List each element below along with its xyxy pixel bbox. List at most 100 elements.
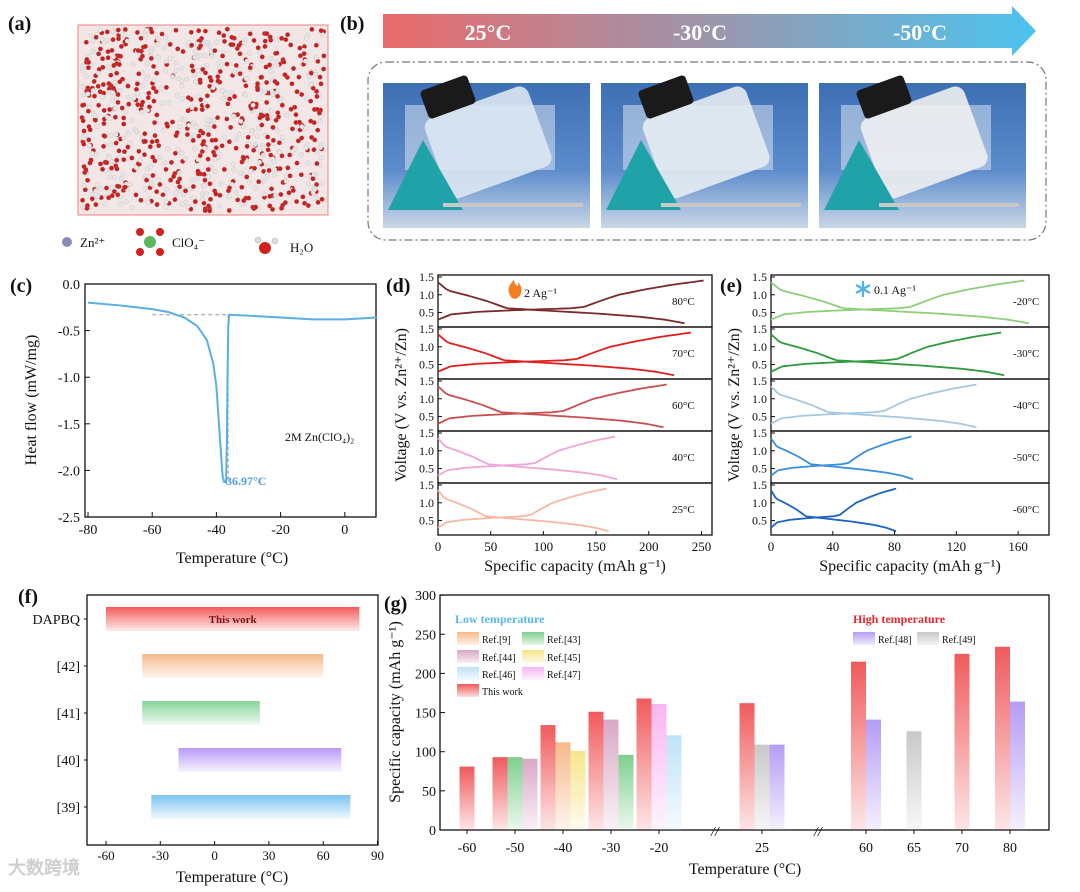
molecule-atom xyxy=(98,46,103,52)
molecule-atom xyxy=(286,190,292,196)
molecule-atom xyxy=(111,189,117,194)
x-tick-label: -40 xyxy=(554,841,573,856)
molecule-atom xyxy=(190,120,196,126)
molecule-atom xyxy=(133,192,139,198)
temperature-label: 25°C xyxy=(672,504,695,516)
molecule-atom xyxy=(81,183,87,189)
molecule-atom xyxy=(268,108,274,114)
molecule-atom xyxy=(220,53,225,59)
temperature-label: -50°C xyxy=(1013,452,1039,464)
molecule-atom xyxy=(143,33,149,39)
molecule-atom xyxy=(134,128,139,134)
molecule-atom xyxy=(212,169,218,175)
panel-label-d: (d) xyxy=(386,275,410,297)
molecule-atom xyxy=(104,29,110,35)
x-tick-label: 0 xyxy=(211,848,218,863)
molecule-atom xyxy=(274,80,280,86)
molecule-atom xyxy=(135,48,141,53)
molecule-atom xyxy=(292,104,298,110)
molecule-atom xyxy=(237,170,243,176)
molecule-atom xyxy=(267,62,273,68)
x-axis-label: Temperature (°C) xyxy=(176,550,288,567)
molecule-atom xyxy=(285,32,291,38)
molecule-atom xyxy=(101,133,107,139)
x-tick-label: 50 xyxy=(484,539,497,554)
molecule-atom xyxy=(129,205,135,210)
molecule-atom xyxy=(177,176,183,182)
temperature-label: 70°C xyxy=(672,348,695,360)
y-tick-label: 0 xyxy=(429,824,436,839)
axis-break-icon: // xyxy=(710,825,720,840)
molecule-atom xyxy=(224,116,230,122)
x-tick-label: 65 xyxy=(907,841,921,856)
molecule-atom xyxy=(177,170,183,176)
molecule-atom xyxy=(145,95,151,101)
molecule-atom xyxy=(135,102,141,108)
molecule-atom xyxy=(173,60,179,65)
molecule-atom xyxy=(228,124,234,130)
molecule-atom xyxy=(227,96,233,102)
x-tick-label: -50 xyxy=(506,841,525,856)
y-tick-label: 1.5 xyxy=(752,322,767,336)
molecule-atom xyxy=(216,155,221,160)
molecule-atom xyxy=(134,30,140,35)
x-tick-label: -60 xyxy=(97,848,114,863)
range-bar xyxy=(142,701,260,725)
molecule-atom xyxy=(95,83,101,89)
molecule-atom xyxy=(273,117,279,123)
molecule-atom xyxy=(275,93,280,99)
molecule-atom xyxy=(273,46,279,52)
molecule-atom xyxy=(200,130,206,136)
molecule-atom xyxy=(190,68,196,74)
molecule-atom xyxy=(244,143,250,149)
molecule-atom xyxy=(127,182,133,188)
charge-curve xyxy=(770,435,912,477)
molecule-atom xyxy=(92,93,97,99)
molecule-atom xyxy=(100,56,105,62)
molecule-atom xyxy=(304,96,310,102)
molecule-atom xyxy=(290,188,296,193)
y-axis-label: Voltage (V vs. Zn²⁺/Zn) xyxy=(726,328,743,482)
discharge-curve xyxy=(770,281,1030,325)
y-tick-label: 1.0 xyxy=(752,496,767,510)
molecule-atom xyxy=(137,158,143,163)
molecule-atom xyxy=(80,63,86,69)
molecule-atom xyxy=(310,176,316,182)
molecule-atom xyxy=(173,67,179,73)
molecule-atom xyxy=(183,188,188,194)
axes-c xyxy=(84,283,377,518)
molecule-atom xyxy=(205,167,211,172)
molecule-atom xyxy=(94,182,100,188)
molecule-atom xyxy=(167,55,173,61)
molecule-atom xyxy=(267,34,273,40)
molecule-atom xyxy=(236,42,242,48)
molecule-atom xyxy=(116,36,121,42)
molecule-atom xyxy=(175,75,181,81)
molecule-atom xyxy=(259,54,265,60)
molecule-atom xyxy=(247,65,253,71)
molecule-atom xyxy=(206,127,211,133)
bar-ref48 xyxy=(769,744,785,830)
y-tick-label: 0.5 xyxy=(419,514,434,528)
molecule-atom xyxy=(160,192,166,198)
molecule-atom xyxy=(289,81,295,87)
molecule-atom xyxy=(100,166,105,172)
charge-curve xyxy=(437,383,667,425)
molecule-atom xyxy=(291,66,296,71)
molecule-atom xyxy=(107,155,112,161)
discharge-curve xyxy=(770,489,897,533)
legend-zn: Zn²⁺ xyxy=(80,235,105,250)
molecule-atom xyxy=(270,207,275,212)
molecule-atom xyxy=(175,147,181,153)
molecule-atom xyxy=(262,44,268,49)
molecule-atom xyxy=(264,100,270,105)
molecule-atom xyxy=(302,200,307,206)
legend-label: Ref.[47] xyxy=(547,670,581,681)
molecule-atom xyxy=(312,187,318,192)
molecule-atom xyxy=(265,142,271,148)
x-tick-label: 200 xyxy=(639,539,659,554)
molecule-atom xyxy=(284,112,290,118)
molecule-atom xyxy=(145,199,151,205)
molecule-atom xyxy=(154,70,160,76)
molecule-atom xyxy=(133,165,139,171)
